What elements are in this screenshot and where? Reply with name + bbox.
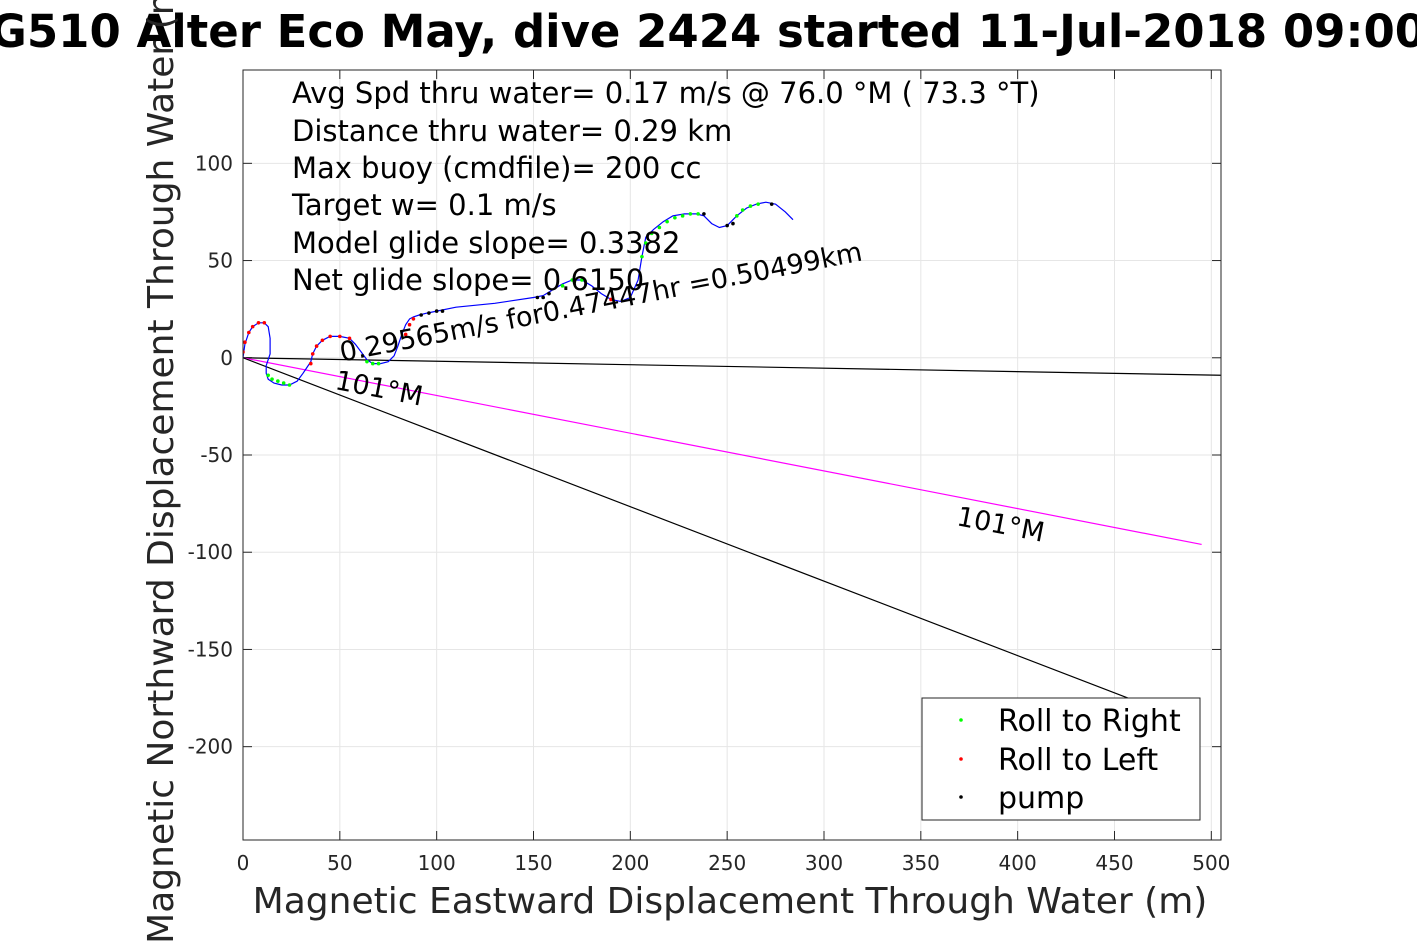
- info-line-distance: Distance thru water= 0.29 km: [292, 114, 732, 148]
- y-tick-label: 0: [220, 346, 233, 370]
- roll-to-right-point: [270, 377, 274, 381]
- y-tick-label: -150: [188, 637, 233, 661]
- roll-to-right-point: [649, 231, 654, 236]
- y-tick-label: -200: [188, 735, 233, 759]
- roll-to-left-point: [338, 334, 342, 339]
- roll-to-left-point: [250, 324, 255, 329]
- roll-to-right-point: [276, 379, 280, 383]
- x-axis-label: Magnetic Eastward Displacement Through W…: [253, 881, 1208, 922]
- roll-to-left-point: [314, 344, 319, 348]
- legend-marker-pump: [959, 795, 963, 799]
- x-tick-label: 500: [1192, 851, 1230, 875]
- legend-entry-roll-left: Roll to Left: [998, 743, 1158, 778]
- x-tick-label: 100: [418, 851, 456, 875]
- roll-to-right-point: [735, 214, 739, 218]
- y-tick-label: 50: [208, 249, 233, 273]
- roll-to-right-point: [266, 373, 270, 378]
- pump-point: [535, 295, 540, 300]
- legend-box: [921, 697, 1201, 821]
- x-tick-label: 200: [611, 851, 649, 875]
- roll-to-right-point: [657, 225, 662, 230]
- roll-to-right-point: [644, 241, 648, 245]
- roll-to-right-point: [756, 202, 760, 206]
- roll-to-right-point: [680, 214, 685, 218]
- pump-point: [440, 309, 445, 313]
- roll-to-right-point: [640, 254, 644, 259]
- roll-to-right-point: [665, 219, 669, 224]
- roll-to-right-point: [580, 278, 584, 282]
- pump-point: [434, 309, 439, 313]
- pump-point: [769, 202, 774, 206]
- y-tick-label: 100: [195, 151, 233, 175]
- y-axis-ticks: 100 50 0 -50 -100 -150 -200: [188, 151, 1221, 759]
- x-tick-label: 450: [1095, 851, 1133, 875]
- legend-marker-roll-left: [959, 757, 963, 761]
- x-tick-label: 50: [327, 851, 352, 875]
- roll-to-right-point: [370, 361, 375, 366]
- roll-to-left-point: [308, 361, 313, 366]
- roll-to-left-point: [320, 338, 325, 343]
- dive-direction-line: [243, 357, 1129, 699]
- info-line-avg-speed: Avg Spd thru water= 0.17 m/s @ 76.0 °M (…: [292, 76, 1040, 110]
- pump-point: [427, 311, 431, 315]
- roll-to-left-point: [347, 336, 352, 341]
- track-line: [243, 201, 794, 386]
- roll-to-left-point: [310, 352, 315, 356]
- y-axis-label: Magnetic Northward Displacement Through …: [141, 0, 182, 944]
- roll-to-right-point: [740, 208, 745, 212]
- roll-to-right-point: [688, 212, 693, 216]
- roll-to-left-point: [256, 320, 261, 325]
- roll-to-left-point: [609, 297, 613, 302]
- x-tick-label: 150: [514, 851, 552, 875]
- x-tick-label: 0: [237, 851, 250, 875]
- info-line-net-glide-slope: Net glide slope= 0.6150: [292, 263, 644, 297]
- dive-series: [243, 201, 794, 387]
- legend: Roll to Right Roll to Left pump: [921, 697, 1201, 821]
- roll-to-left-point: [328, 334, 332, 339]
- pump-point: [419, 313, 423, 317]
- roll-to-left-point: [411, 317, 416, 321]
- roll-to-right-point: [748, 204, 753, 208]
- roll-to-right-point: [560, 284, 565, 288]
- pump-point: [541, 295, 545, 300]
- info-line-max-buoy: Max buoy (cmdfile)= 200 cc: [292, 151, 701, 185]
- roll-to-right-point: [376, 361, 381, 366]
- x-tick-label: 350: [902, 851, 940, 875]
- roll-to-left-point: [407, 322, 412, 327]
- legend-entry-pump: pump: [998, 781, 1084, 816]
- chart-title: G510 Alter Eco May, dive 2424 started 11…: [0, 5, 1417, 58]
- roll-to-right-point: [287, 383, 292, 387]
- legend-marker-roll-right: [959, 718, 963, 722]
- x-tick-label: 250: [708, 851, 746, 875]
- x-tick-label: 400: [999, 851, 1037, 875]
- info-line-target-w: Target w= 0.1 m/s: [291, 188, 557, 222]
- dive-info-block: Avg Spd thru water= 0.17 m/s @ 76.0 °M (…: [291, 76, 1040, 297]
- x-tick-label: 300: [805, 851, 843, 875]
- roll-to-left-point: [247, 330, 251, 335]
- roll-to-left-point: [243, 340, 247, 345]
- roll-to-right-point: [696, 212, 700, 216]
- pump-point: [702, 212, 706, 216]
- pump-point: [731, 221, 735, 226]
- plot-frame: [242, 69, 1222, 841]
- roll-to-right-point: [365, 359, 369, 364]
- heading-ray-line: [243, 357, 1221, 376]
- current-vector-line: [243, 357, 1202, 546]
- legend-entry-roll-right: Roll to Right: [998, 704, 1181, 739]
- roll-to-right-point: [281, 381, 286, 385]
- info-line-model-glide-slope: Model glide slope= 0.3382: [292, 226, 680, 260]
- roll-to-left-point: [262, 320, 267, 325]
- roll-to-right-point: [673, 215, 677, 220]
- reference-lines: [243, 357, 1221, 699]
- y-tick-label: -100: [188, 540, 233, 564]
- pump-point: [547, 291, 551, 296]
- y-tick-label: -50: [200, 443, 233, 467]
- pump-point: [725, 223, 729, 228]
- roll-to-right-point: [570, 278, 575, 282]
- roll-to-left-point: [403, 332, 408, 337]
